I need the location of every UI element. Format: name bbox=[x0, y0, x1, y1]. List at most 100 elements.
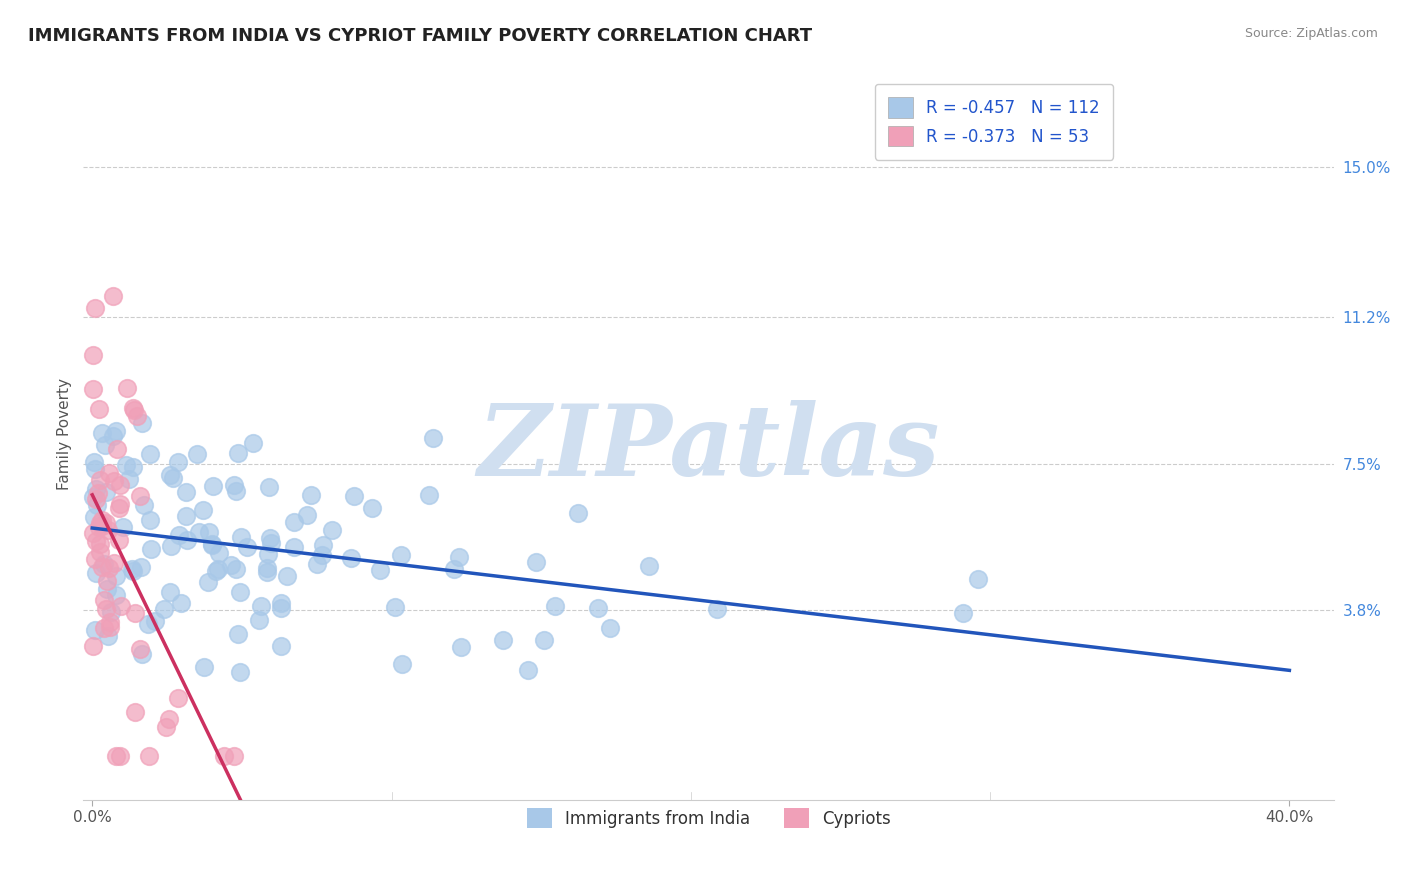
Point bbox=[96, 574, 118, 589]
Point bbox=[125, 409, 148, 423]
Point bbox=[129, 642, 152, 657]
Point bbox=[89, 537, 111, 551]
Point bbox=[208, 546, 231, 560]
Point bbox=[225, 483, 247, 498]
Point bbox=[188, 525, 211, 540]
Point bbox=[100, 620, 122, 634]
Point bbox=[450, 640, 472, 654]
Point bbox=[97, 629, 120, 643]
Point bbox=[270, 596, 292, 610]
Point bbox=[283, 515, 305, 529]
Point bbox=[124, 606, 146, 620]
Point bbox=[257, 480, 280, 494]
Point bbox=[86, 498, 108, 512]
Point bbox=[159, 468, 181, 483]
Point bbox=[94, 485, 117, 500]
Point bbox=[121, 459, 143, 474]
Point bbox=[138, 513, 160, 527]
Point bbox=[260, 535, 283, 549]
Point bbox=[361, 500, 384, 515]
Point bbox=[82, 348, 104, 362]
Point bbox=[138, 749, 160, 764]
Point bbox=[122, 401, 145, 415]
Point bbox=[115, 458, 138, 472]
Point bbox=[93, 620, 115, 634]
Text: Source: ZipAtlas.com: Source: ZipAtlas.com bbox=[1244, 27, 1378, 40]
Point bbox=[544, 599, 567, 613]
Point bbox=[205, 564, 228, 578]
Point bbox=[638, 558, 661, 573]
Point bbox=[247, 613, 270, 627]
Point bbox=[152, 602, 174, 616]
Point bbox=[98, 615, 121, 629]
Point bbox=[256, 566, 278, 580]
Point bbox=[93, 593, 115, 607]
Point bbox=[343, 489, 366, 503]
Point bbox=[952, 606, 974, 620]
Point bbox=[533, 633, 555, 648]
Point bbox=[155, 720, 177, 734]
Point bbox=[105, 425, 128, 439]
Point bbox=[201, 537, 224, 551]
Point bbox=[449, 549, 471, 564]
Point bbox=[389, 548, 412, 562]
Point bbox=[167, 455, 190, 469]
Point bbox=[167, 691, 190, 706]
Point bbox=[82, 639, 104, 653]
Point bbox=[110, 478, 132, 492]
Point bbox=[86, 482, 108, 496]
Point bbox=[98, 467, 121, 481]
Point bbox=[91, 560, 114, 574]
Legend: Immigrants from India, Cypriots: Immigrants from India, Cypriots bbox=[520, 801, 897, 835]
Point bbox=[145, 614, 167, 628]
Point bbox=[84, 462, 107, 476]
Point bbox=[97, 523, 120, 537]
Point bbox=[228, 584, 250, 599]
Point bbox=[174, 508, 197, 523]
Point bbox=[257, 547, 280, 561]
Point bbox=[96, 582, 118, 596]
Point bbox=[89, 520, 111, 534]
Point bbox=[524, 555, 547, 569]
Point bbox=[132, 498, 155, 512]
Point bbox=[297, 508, 319, 523]
Point bbox=[138, 617, 160, 632]
Point bbox=[129, 560, 152, 574]
Point bbox=[167, 527, 190, 541]
Point bbox=[118, 472, 141, 486]
Point bbox=[222, 749, 245, 764]
Point bbox=[201, 538, 224, 552]
Point bbox=[108, 533, 131, 548]
Point bbox=[103, 429, 125, 443]
Point bbox=[94, 601, 117, 615]
Point bbox=[105, 569, 128, 583]
Point bbox=[242, 436, 264, 450]
Point bbox=[103, 474, 125, 488]
Point bbox=[108, 749, 131, 764]
Point bbox=[219, 558, 242, 573]
Point bbox=[492, 633, 515, 648]
Point bbox=[176, 533, 198, 547]
Point bbox=[157, 712, 180, 726]
Point bbox=[517, 663, 540, 677]
Point bbox=[91, 425, 114, 440]
Point bbox=[599, 621, 621, 635]
Point bbox=[567, 506, 589, 520]
Point bbox=[129, 489, 152, 503]
Point bbox=[250, 599, 273, 614]
Point bbox=[170, 596, 193, 610]
Point bbox=[90, 519, 112, 533]
Point bbox=[368, 563, 391, 577]
Point bbox=[82, 525, 104, 540]
Point bbox=[82, 491, 104, 505]
Point bbox=[235, 540, 257, 554]
Point bbox=[105, 749, 128, 764]
Point bbox=[159, 539, 181, 553]
Point bbox=[197, 574, 219, 589]
Point bbox=[103, 556, 125, 570]
Point bbox=[212, 749, 235, 764]
Point bbox=[193, 660, 215, 674]
Point bbox=[174, 485, 197, 500]
Point bbox=[101, 289, 124, 303]
Point bbox=[340, 551, 363, 566]
